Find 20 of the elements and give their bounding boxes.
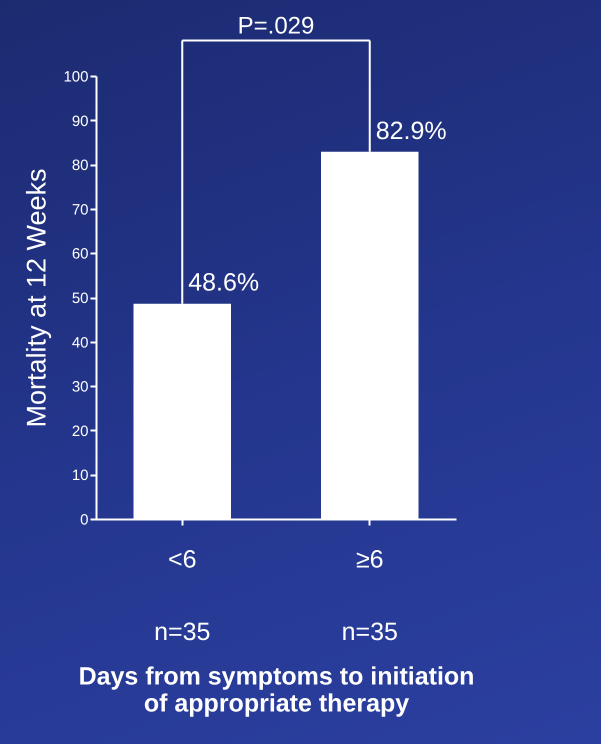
text: n=35 [154, 618, 210, 646]
y-tick-label: 10 [72, 467, 88, 484]
data-label: 82.9% [376, 116, 447, 145]
y-tick-label: 100 [63, 68, 88, 86]
data-label: 48.6% [188, 268, 260, 297]
y-tick-label: 20 [72, 422, 88, 440]
y-tick-label: 50 [72, 290, 88, 307]
x-axis-title: Days from symptoms to initiation of appropriate therapy [78, 662, 474, 718]
y-tick-label: 80 [72, 157, 88, 174]
y-tick-label: 40 [72, 334, 88, 352]
y-tick-label: 0 [80, 512, 88, 528]
x-tick-label: ≥6 [356, 546, 384, 574]
y-tick-label: 90 [72, 112, 88, 130]
y-axis-title: Mortality at 12 Weeks [21, 168, 52, 428]
y-tick-label: 60 [72, 246, 88, 263]
x-tick-label: <6 [168, 546, 197, 574]
text: P=.029 [238, 12, 314, 40]
y-tick-label: 70 [72, 201, 88, 218]
y-tick-label: 30 [72, 378, 88, 396]
text: n=35 [342, 618, 398, 646]
